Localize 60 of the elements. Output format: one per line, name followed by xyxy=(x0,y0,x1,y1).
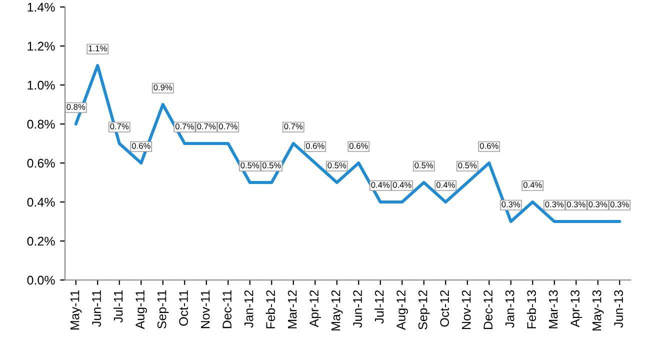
x-tick-label: Oct-11 xyxy=(179,290,188,326)
x-tick-label: Apr-12 xyxy=(310,290,321,328)
data-label: 0.7% xyxy=(197,123,216,130)
y-tick-label: 0.6% xyxy=(27,158,55,168)
data-label: 0.8% xyxy=(66,104,86,110)
data-label: 0.7% xyxy=(110,123,129,130)
y-tick-label: 0.0% xyxy=(27,276,55,285)
data-label: 0.4% xyxy=(523,182,542,188)
x-tick-label: Oct-12 xyxy=(440,290,449,327)
x-tick-label: Jun-13 xyxy=(614,290,623,328)
x-tick-label: Nov-12 xyxy=(462,290,471,329)
data-label: 0.6% xyxy=(132,142,150,149)
x-tick-label: Jan-12 xyxy=(244,290,254,328)
x-tick-label: Sep-11 xyxy=(157,290,169,329)
x-tick-label: Feb-12 xyxy=(266,290,275,328)
x-tick-label: Jan-13 xyxy=(505,290,514,328)
x-tick-label: Aug-11 xyxy=(136,290,147,330)
x-tick-label: Jun-11 xyxy=(92,290,101,327)
data-label: 0.7% xyxy=(175,123,194,130)
x-tick-label: Jul-11 xyxy=(114,290,123,323)
data-label: 0.6% xyxy=(480,142,498,149)
data-label: 0.4% xyxy=(392,182,412,188)
data-label: 0.9% xyxy=(154,84,172,90)
data-label: 0.5% xyxy=(414,162,434,168)
x-tick-label: Dec-12 xyxy=(484,290,492,329)
x-tick-label: Sep-12 xyxy=(418,290,430,330)
data-label: 1.1% xyxy=(88,45,107,52)
x-tick-label: May-11 xyxy=(70,290,82,330)
data-label: 0.4% xyxy=(371,182,390,188)
data-label: 0.5% xyxy=(458,162,477,168)
x-tick-label: Aug-12 xyxy=(396,290,408,330)
x-tick-label: Mar-13 xyxy=(548,290,558,328)
x-tick-label: Jun-12 xyxy=(353,290,362,328)
data-label: 0.6% xyxy=(349,142,368,149)
y-tick-label: 1.4% xyxy=(28,2,55,12)
data-label: 0.6% xyxy=(306,142,324,149)
x-tick-label: Nov-11 xyxy=(201,290,210,328)
x-tick-label: May-13 xyxy=(592,290,604,330)
y-tick-label: 1.0% xyxy=(28,80,55,90)
data-label: 0.4% xyxy=(436,182,455,188)
data-label: 0.3% xyxy=(588,201,608,208)
data-label: 0.5% xyxy=(240,162,260,168)
data-label: 0.7% xyxy=(284,123,303,130)
x-tick-label: Mar-12 xyxy=(288,290,297,328)
data-label: 0.3% xyxy=(545,201,564,208)
x-tick-label: Apr-13 xyxy=(570,290,582,328)
data-label: 0.5% xyxy=(328,162,346,168)
y-tick-label: 0.8% xyxy=(27,120,55,129)
data-label: 0.7% xyxy=(218,123,238,130)
y-tick-label: 0.4% xyxy=(27,198,55,207)
x-tick-label: Jul-12 xyxy=(374,290,384,324)
data-label: 0.5% xyxy=(262,162,281,168)
y-tick-label: 1.2% xyxy=(28,42,55,51)
x-tick-label: Feb-13 xyxy=(526,290,536,328)
x-tick-label: Dec-11 xyxy=(222,290,232,328)
y-tick-label: 0.2% xyxy=(27,236,55,246)
data-label: 0.3% xyxy=(566,201,586,208)
data-label: 0.3% xyxy=(502,201,520,208)
data-label: 0.3% xyxy=(610,201,629,208)
x-tick-label: May-12 xyxy=(331,290,343,330)
